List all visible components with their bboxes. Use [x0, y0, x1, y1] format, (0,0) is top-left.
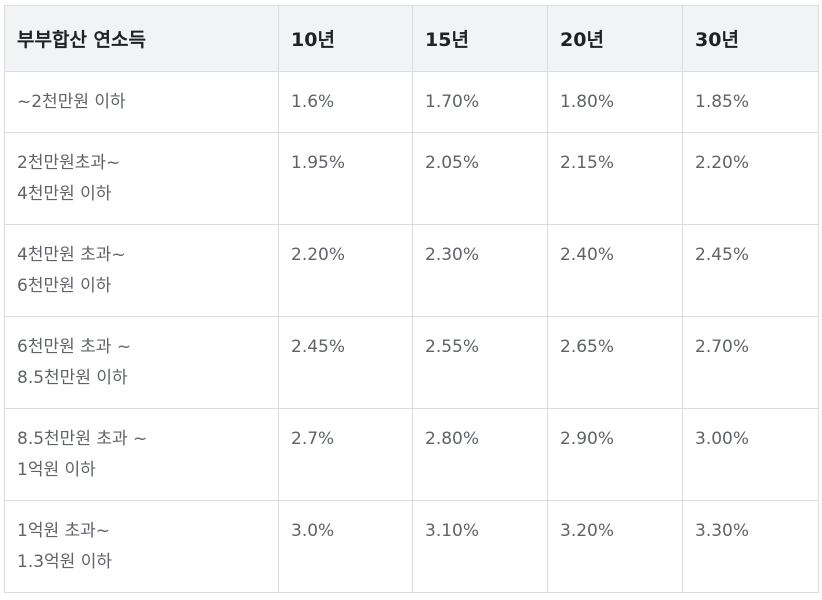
header-15-years: 15년 — [412, 5, 548, 72]
rate-cell-15y: 3.10% — [412, 500, 548, 593]
rate-cell-15y: 1.70% — [412, 71, 548, 133]
table-header: 부부합산 연소득 10년 15년 20년 30년 — [4, 5, 819, 72]
rate-cell-30y: 3.30% — [682, 500, 819, 593]
rate-cell-15y: 2.05% — [412, 132, 548, 225]
income-label: 6천만원 이하 — [17, 276, 112, 296]
table-row: 1억원 초과~ 1.3억원 이하 3.0% 3.10% 3.20% 3.30% — [4, 500, 819, 593]
income-label: 8.5천만원 초과 ~ — [17, 429, 148, 449]
rate-cell-10y: 3.0% — [278, 500, 413, 593]
rate-cell-30y: 3.00% — [682, 408, 819, 501]
rate-cell-30y: 2.45% — [682, 224, 819, 317]
rate-cell-30y: 2.20% — [682, 132, 819, 225]
rate-cell-20y: 2.65% — [547, 316, 683, 409]
header-10-years: 10년 — [278, 5, 413, 72]
table-body: ~2천만원 이하 1.6% 1.70% 1.80% 1.85% 2천만원초과~ … — [4, 71, 819, 593]
table-row: ~2천만원 이하 1.6% 1.70% 1.80% 1.85% — [4, 71, 819, 133]
income-cell: 4천만원 초과~ 6천만원 이하 — [4, 224, 279, 317]
income-label: 8.5천만원 이하 — [17, 368, 128, 388]
rate-cell-30y: 1.85% — [682, 71, 819, 133]
interest-rate-table: 부부합산 연소득 10년 15년 20년 30년 ~2천만원 이하 1.6% 1… — [4, 5, 819, 593]
income-label: 4천만원 이하 — [17, 184, 112, 204]
rate-cell-10y: 2.7% — [278, 408, 413, 501]
header-income: 부부합산 연소득 — [4, 5, 279, 72]
income-label: ~2천만원 이하 — [17, 92, 126, 112]
table-row: 4천만원 초과~ 6천만원 이하 2.20% 2.30% 2.40% 2.45% — [4, 224, 819, 317]
income-cell: 1억원 초과~ 1.3억원 이하 — [4, 500, 279, 593]
rate-cell-20y: 2.15% — [547, 132, 683, 225]
table-row: 8.5천만원 초과 ~ 1억원 이하 2.7% 2.80% 2.90% 3.00… — [4, 408, 819, 501]
income-label: 6천만원 초과 ~ — [17, 337, 132, 357]
income-label: 1.3억원 이하 — [17, 552, 112, 572]
rate-cell-10y: 2.45% — [278, 316, 413, 409]
income-cell: 8.5천만원 초과 ~ 1억원 이하 — [4, 408, 279, 501]
rate-cell-10y: 1.6% — [278, 71, 413, 133]
rate-cell-15y: 2.30% — [412, 224, 548, 317]
rate-cell-10y: 2.20% — [278, 224, 413, 317]
income-label: 4천만원 초과~ — [17, 245, 126, 265]
income-label: 1억원 이하 — [17, 460, 96, 480]
table-container: 부부합산 연소득 10년 15년 20년 30년 ~2천만원 이하 1.6% 1… — [4, 5, 819, 593]
table-row: 6천만원 초과 ~ 8.5천만원 이하 2.45% 2.55% 2.65% 2.… — [4, 316, 819, 409]
rate-cell-20y: 1.80% — [547, 71, 683, 133]
table-row: 2천만원초과~ 4천만원 이하 1.95% 2.05% 2.15% 2.20% — [4, 132, 819, 225]
income-cell: ~2천만원 이하 — [4, 71, 279, 133]
rate-cell-20y: 2.90% — [547, 408, 683, 501]
header-row: 부부합산 연소득 10년 15년 20년 30년 — [4, 5, 819, 72]
rate-cell-30y: 2.70% — [682, 316, 819, 409]
rate-cell-20y: 2.40% — [547, 224, 683, 317]
header-30-years: 30년 — [682, 5, 819, 72]
income-cell: 6천만원 초과 ~ 8.5천만원 이하 — [4, 316, 279, 409]
income-cell: 2천만원초과~ 4천만원 이하 — [4, 132, 279, 225]
header-20-years: 20년 — [547, 5, 683, 72]
income-label: 2천만원초과~ — [17, 153, 121, 173]
rate-cell-20y: 3.20% — [547, 500, 683, 593]
income-label: 1억원 초과~ — [17, 521, 111, 541]
rate-cell-15y: 2.55% — [412, 316, 548, 409]
rate-cell-15y: 2.80% — [412, 408, 548, 501]
rate-cell-10y: 1.95% — [278, 132, 413, 225]
